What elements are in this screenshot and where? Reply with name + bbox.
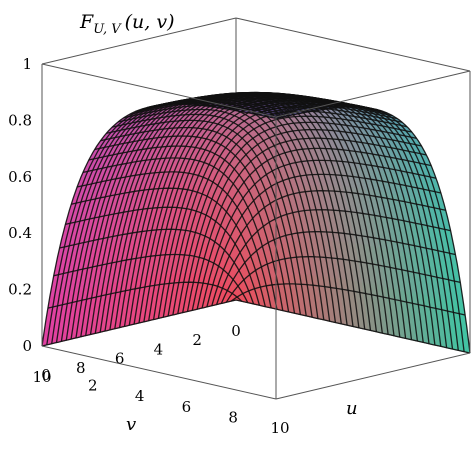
z-tick-label: 1: [22, 55, 32, 73]
mesh-line-v: [186, 128, 422, 312]
v-tick-label: 2: [192, 331, 202, 349]
u-tick-label: 8: [228, 408, 238, 426]
mesh-line-v: [211, 190, 446, 306]
v-tick-label: 4: [154, 340, 164, 358]
z-tick-label: 0.8: [8, 111, 32, 129]
v-tick-label: 10: [32, 368, 51, 386]
u-tick-label: 2: [88, 377, 98, 395]
mesh-line-v: [182, 121, 417, 313]
surface-gridlines: [41, 91, 471, 354]
u-tick-label: 6: [182, 398, 192, 416]
v-axis-label: v: [126, 414, 136, 435]
mesh-line-v: [215, 209, 451, 305]
box-edge-top-back-right: [235, 17, 471, 72]
box-edge-floor-front-right: [275, 352, 471, 400]
box-edge-top-back-left: [41, 17, 237, 65]
mesh-line-v: [206, 173, 442, 308]
v-tick-label: 0: [231, 322, 241, 340]
mesh-line-v: [191, 137, 427, 311]
mesh-line-v: [167, 106, 403, 317]
u-tick-label: 0: [41, 366, 51, 384]
z-tick-label: 0.2: [8, 281, 32, 299]
mesh-line-v: [235, 299, 471, 354]
u-axis-label: u: [346, 398, 358, 419]
z-tick-label: 0.6: [8, 168, 32, 186]
mesh-line-v: [220, 231, 456, 304]
mesh-line-v: [201, 159, 437, 309]
u-tick-label: 4: [135, 387, 145, 405]
mesh-line-v: [196, 147, 432, 310]
chart-title: FU, V (u, v): [79, 11, 174, 37]
mesh-line-v: [230, 283, 466, 316]
surface-mesh: [41, 91, 471, 354]
box-edge-floor-front-left: [41, 345, 277, 400]
mesh-line-v: [225, 256, 461, 303]
bounding-box-front: [41, 63, 471, 400]
z-tick-label: 0: [22, 337, 32, 355]
mesh-line-v: [41, 103, 277, 347]
v-tick-label: 6: [115, 350, 125, 368]
v-tick-label: 8: [76, 359, 86, 377]
z-tick-label: 0.4: [8, 224, 32, 242]
mesh-line-v: [177, 115, 412, 314]
box-edge-top-front-right: [275, 70, 471, 118]
box-edge-top-front-left: [41, 63, 277, 118]
u-tick-label: 10: [270, 419, 289, 437]
